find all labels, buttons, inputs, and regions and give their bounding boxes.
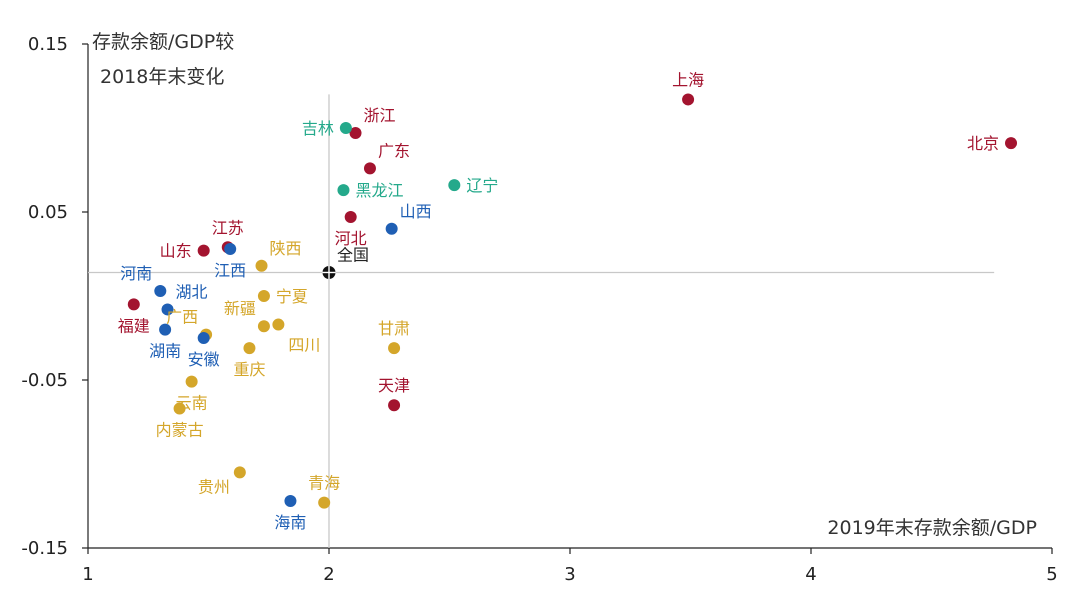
point-label: 黑龙江 [355, 181, 403, 200]
point-label: 全国 [337, 245, 369, 264]
point-label: 陕西 [270, 239, 302, 258]
x-tick-label: 5 [1046, 564, 1057, 585]
data-point [349, 127, 362, 140]
data-point [1005, 137, 1018, 150]
data-point [318, 496, 331, 509]
y-axis-title-line2: 2018年末变化 [100, 66, 224, 88]
point-label: 吉林 [302, 119, 334, 138]
point-label: 福建 [118, 316, 150, 335]
point-label: 广西 [166, 308, 198, 327]
data-point [257, 320, 270, 333]
point-label: 甘肃 [378, 319, 410, 338]
x-tick-label: 3 [564, 564, 575, 585]
point-label: 湖北 [176, 282, 208, 301]
point-label: 广东 [378, 141, 410, 160]
point-label: 山西 [400, 202, 432, 221]
data-point [154, 284, 167, 297]
point-label: 贵州 [198, 477, 230, 496]
data-point [344, 211, 357, 224]
data-point [388, 399, 401, 412]
data-point [337, 184, 350, 197]
y-tick-label: 0.15 [28, 34, 68, 55]
point-label: 青海 [308, 474, 340, 493]
data-point [243, 342, 256, 355]
point-label: 重庆 [233, 360, 265, 379]
x-tick-label: 4 [805, 564, 816, 585]
data-points [127, 93, 1018, 509]
point-label: 安徽 [188, 350, 220, 369]
data-point [385, 222, 398, 235]
data-point [127, 298, 140, 311]
y-tick-label: -0.15 [21, 538, 68, 559]
x-tick-label: 2 [323, 564, 334, 585]
point-label: 宁夏 [276, 287, 308, 306]
data-point [197, 332, 210, 344]
data-point [363, 162, 376, 175]
point-label: 湖南 [149, 342, 181, 361]
data-point [255, 259, 268, 272]
point-label: 天津 [378, 376, 410, 395]
point-label: 新疆 [224, 299, 256, 318]
data-point [233, 466, 246, 479]
point-label: 浙江 [364, 106, 396, 125]
data-point [224, 242, 237, 255]
point-label: 辽宁 [466, 176, 498, 195]
point-label: 上海 [672, 70, 704, 89]
data-point [682, 93, 695, 106]
point-label: 海南 [274, 513, 306, 532]
data-point [159, 323, 172, 336]
point-label: 河北 [335, 229, 367, 248]
point-label: 内蒙古 [156, 421, 204, 440]
point-label: 北京 [967, 134, 999, 153]
data-point [284, 494, 297, 507]
data-point [272, 318, 285, 331]
tick-group: 1 2 3 4 5 -0.15 -0.05 0.05 0.15 [21, 34, 1057, 585]
point-label: 四川 [288, 336, 320, 355]
data-point [185, 375, 198, 388]
data-point [161, 303, 174, 316]
point-label: 山东 [160, 242, 192, 261]
data-point [197, 244, 210, 257]
x-tick-label: 1 [82, 564, 93, 585]
point-label: 江苏 [212, 218, 244, 237]
data-point [339, 122, 352, 134]
data-point [448, 179, 461, 192]
reference-lines [88, 94, 995, 548]
point-label: 江西 [214, 261, 246, 280]
data-point [257, 290, 270, 302]
y-tick-label: 0.05 [28, 202, 68, 223]
x-axis-title: 2019年末存款余额/GDP [827, 517, 1037, 539]
point-label: 河南 [120, 264, 152, 283]
y-tick-label: -0.05 [21, 370, 68, 391]
y-axis-title-line1: 存款余额/GDP较 [92, 31, 234, 53]
axes-group [87, 44, 1052, 549]
point-label: 云南 [176, 394, 208, 413]
data-point [388, 342, 401, 355]
data-point [173, 402, 186, 415]
